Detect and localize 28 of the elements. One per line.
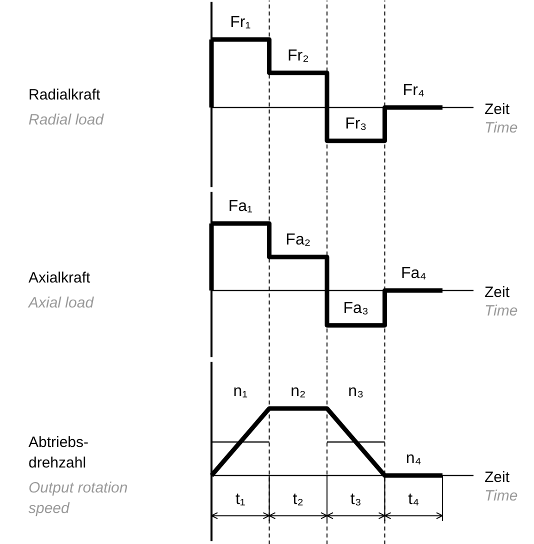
text: t₂ — [292, 491, 304, 508]
annotation: Fa₄ — [401, 265, 426, 282]
annotation: Fr₄ — [402, 82, 424, 99]
annotation: n₄ — [406, 450, 422, 467]
annotation: Fa₂ — [286, 232, 311, 248]
text: t₃ — [350, 491, 362, 508]
x-axis-title: Zeit — [484, 284, 510, 301]
text: Time — [484, 302, 518, 320]
text: Output rotation speed — [28, 480, 128, 517]
text: n₂ — [290, 383, 306, 400]
text: Axial load — [28, 294, 94, 312]
y-axis-title: Axialkraft — [28, 270, 92, 286]
text: t₄ — [408, 491, 420, 508]
x-axis-title: Zeit — [484, 101, 510, 118]
text: Fa₁ — [228, 198, 252, 215]
text: n₃ — [348, 383, 364, 400]
text: Time — [484, 120, 518, 136]
x-axis-title: Zeit — [484, 469, 510, 486]
text: Fr₁ — [230, 14, 251, 31]
text: Radial load — [28, 112, 104, 128]
annotation: Fr₂ — [287, 47, 309, 64]
text: Time — [484, 488, 518, 504]
annotation: Fa₃ — [343, 300, 368, 317]
annotation: Fr₃ — [345, 115, 367, 132]
y-axis-title: Abtriebs- drehzahl — [28, 434, 89, 472]
text: t₁ — [235, 491, 246, 508]
y-axis-title: Radialkraft — [28, 86, 102, 104]
text: n₁ — [233, 383, 248, 400]
